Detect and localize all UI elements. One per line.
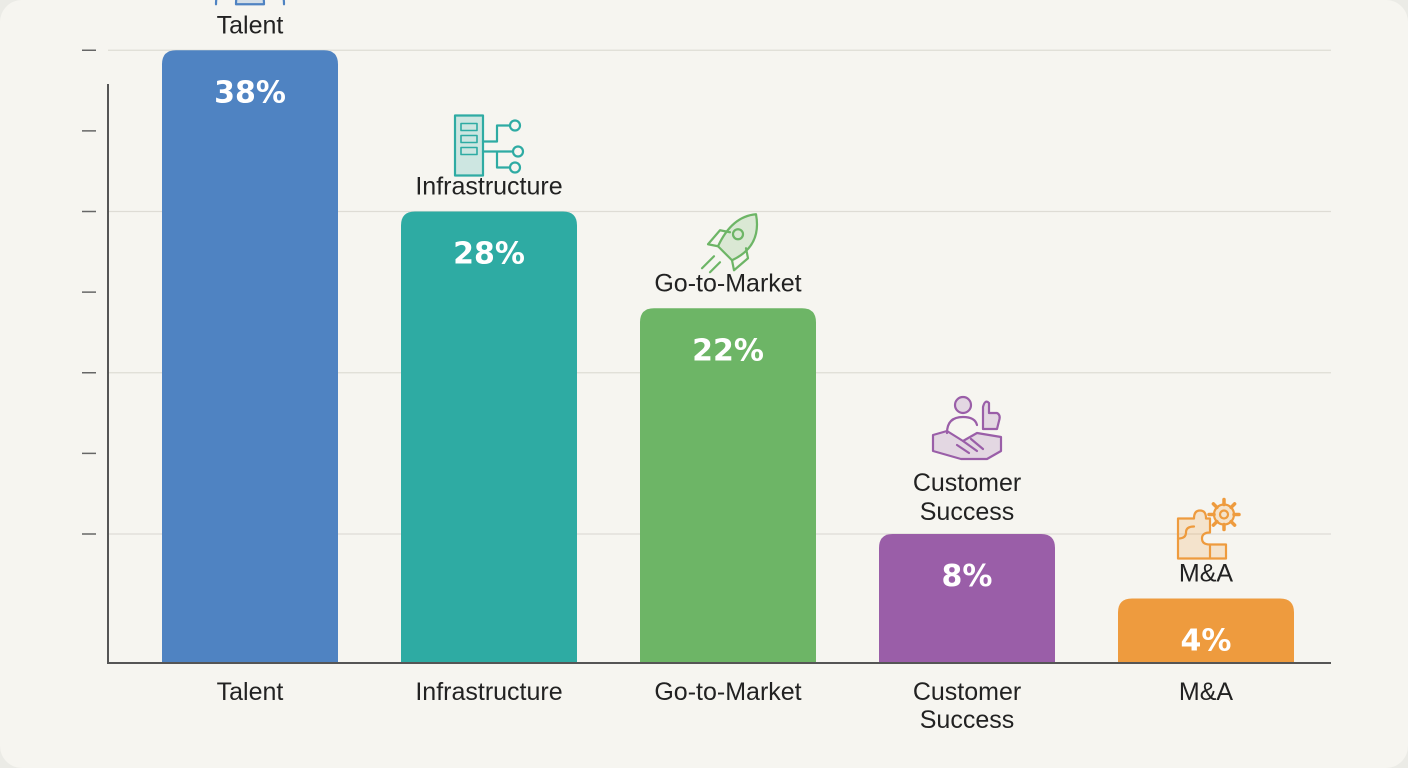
- x-tick-label-line: Infrastructure: [415, 678, 562, 706]
- x-tick-label-infrastructure: Infrastructure: [415, 678, 562, 706]
- bar-talent: [162, 50, 338, 663]
- label-backdrop: [190, 9, 310, 43]
- x-tick-label-line: Go-to-Market: [654, 678, 801, 706]
- x-tick-label-talent: Talent: [217, 678, 284, 706]
- top-label-line: Go-to-Market: [654, 269, 801, 297]
- top-label-line: Success: [920, 498, 1014, 526]
- top-label-line: Talent: [217, 11, 284, 39]
- top-label-line: Infrastructure: [415, 173, 562, 201]
- server-network-icon: [453, 114, 525, 177]
- category-icons: [214, 0, 1241, 560]
- x-tick-label-line: Success: [920, 706, 1014, 734]
- people-group-icon: [214, 0, 286, 6]
- x-tick-label-line: Talent: [217, 678, 284, 706]
- y-axis-ticks: [82, 49, 96, 535]
- value-label-manda: 4%: [1181, 624, 1232, 659]
- value-label-infrastructure: 28%: [453, 237, 525, 272]
- top-label-manda: M&A: [1179, 560, 1234, 588]
- label-backdrop: [1169, 557, 1243, 591]
- value-label-go-to-market: 22%: [692, 333, 764, 368]
- top-label-go-to-market: Go-to-Market: [654, 269, 801, 297]
- grid-lines: [108, 9, 1331, 591]
- label-backdrop: [892, 467, 1042, 529]
- handshake-thumbs-up-icon: [931, 395, 1003, 461]
- x-tick-label-go-to-market: Go-to-Market: [654, 678, 801, 706]
- value-label-talent: 38%: [214, 75, 286, 110]
- bar-infrastructure: [401, 211, 577, 663]
- puzzle-gear-icon: [1176, 497, 1241, 560]
- label-backdrop: [368, 170, 610, 204]
- bar-manda: [1118, 598, 1294, 663]
- top-label-line: M&A: [1179, 560, 1234, 588]
- x-tick-label-line: Customer: [913, 678, 1021, 706]
- bar-customer-success: [879, 534, 1055, 663]
- top-label-talent: Talent: [217, 11, 284, 39]
- x-tick-label-manda: M&A: [1179, 678, 1234, 706]
- x-tick-label-customer-success: Customer Success: [913, 678, 1021, 734]
- value-label-customer-success: 8%: [942, 559, 993, 594]
- label-backdrop: [622, 267, 834, 301]
- bar-go-to-market: [640, 308, 816, 663]
- rocket-icon: [700, 213, 759, 274]
- axes: [107, 84, 1331, 664]
- top-label-customer-success: Customer Success: [913, 469, 1021, 526]
- bars: [162, 50, 1294, 663]
- top-label-infrastructure: Infrastructure: [415, 173, 562, 201]
- top-label-line: Customer: [913, 469, 1021, 497]
- x-tick-label-line: M&A: [1179, 678, 1234, 706]
- labels: 38% Talent Talent 28% Infrastructure Infrastr…: [214, 11, 1233, 734]
